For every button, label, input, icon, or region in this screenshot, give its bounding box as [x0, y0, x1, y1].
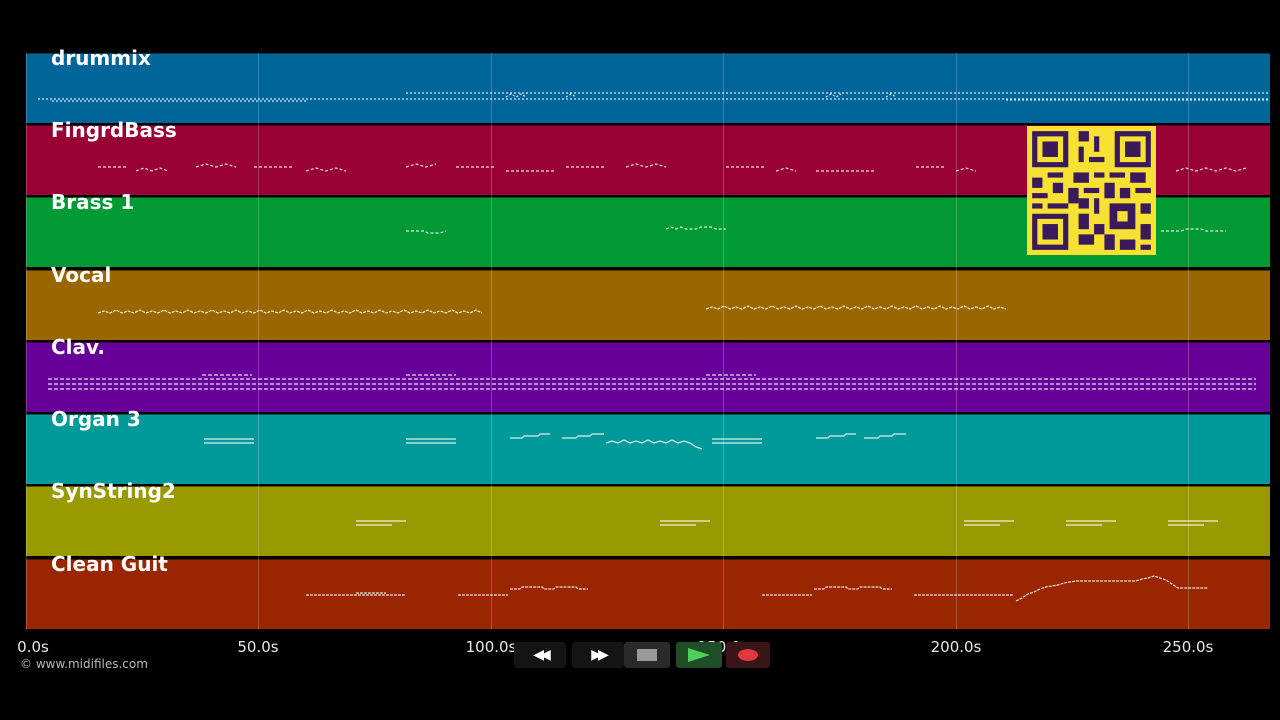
fast-forward-icon: ▶▶	[591, 647, 608, 663]
record-icon	[738, 649, 758, 661]
track-label: Vocal	[51, 263, 112, 287]
note-trace-brass-1	[406, 226, 1226, 234]
track-synstring2: SynString2	[26, 479, 1270, 556]
track-label: FingrdBass	[51, 118, 177, 142]
note-trace-clean-guit	[306, 575, 1208, 602]
fast-forward-button[interactable]: ▶▶	[572, 642, 624, 668]
qr-code-image	[1027, 126, 1156, 255]
note-trace-fingrdbass	[98, 163, 1247, 172]
track-clav: Clav.	[26, 335, 1270, 412]
gridline	[26, 53, 27, 630]
gridline	[956, 53, 957, 630]
copyright-text: © www.midifiles.com	[20, 657, 148, 671]
play-icon	[688, 648, 710, 662]
gridline	[258, 53, 259, 630]
time-tick: 0.0s	[17, 638, 49, 656]
gridline	[1188, 53, 1189, 630]
track-label: Organ 3	[51, 407, 141, 431]
track-label: Clean Guit	[51, 552, 168, 576]
stop-icon	[637, 649, 657, 661]
gridline	[723, 53, 724, 630]
note-trace-vocal	[97, 305, 1007, 314]
track-clean-guit: Clean Guit	[26, 552, 1270, 629]
transport-controls: ◀◀ ▶▶	[510, 642, 770, 668]
time-tick: 250.0s	[1162, 638, 1214, 656]
gridline	[491, 53, 492, 630]
record-button[interactable]	[726, 642, 770, 668]
track-lanes: drummix FingrdBass Brass 1 Vocal Clav. O…	[26, 46, 1270, 630]
stop-button[interactable]	[624, 642, 670, 668]
track-drummix: drummix	[26, 46, 1270, 123]
note-trace-organ-3	[204, 433, 906, 450]
rewind-button[interactable]: ◀◀	[514, 642, 566, 668]
note-traces	[38, 92, 1270, 602]
play-button[interactable]	[676, 642, 722, 668]
note-trace-synstring2	[356, 520, 1218, 526]
track-label: Brass 1	[51, 190, 135, 214]
note-trace-clav	[48, 374, 1256, 390]
time-tick: 100.0s	[465, 638, 517, 656]
track-label: drummix	[51, 46, 151, 70]
time-tick: 200.0s	[930, 638, 982, 656]
track-label: SynString2	[51, 479, 176, 503]
track-vocal: Vocal	[26, 263, 1270, 340]
rewind-icon: ◀◀	[533, 647, 550, 663]
time-tick: 50.0s	[237, 638, 279, 656]
track-label: Clav.	[51, 335, 106, 359]
track-organ-3: Organ 3	[26, 407, 1270, 484]
note-trace-drummix	[38, 92, 1270, 102]
